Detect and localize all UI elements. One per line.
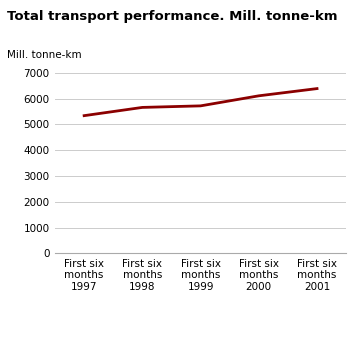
- Text: Mill. tonne-km: Mill. tonne-km: [7, 50, 82, 60]
- Text: Total transport performance. Mill. tonne-km: Total transport performance. Mill. tonne…: [7, 10, 338, 23]
